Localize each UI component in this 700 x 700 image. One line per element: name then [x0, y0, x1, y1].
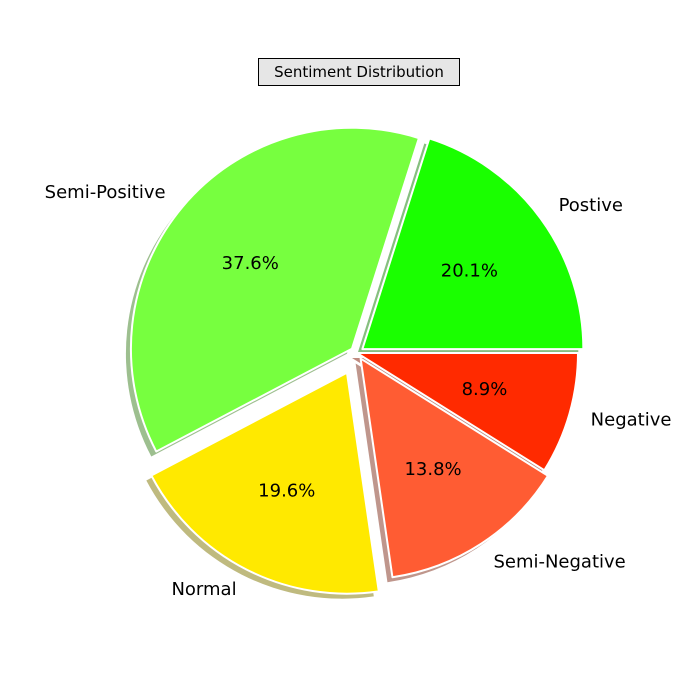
slice-postive: [361, 137, 585, 351]
slice-normal: [150, 371, 380, 595]
category-label-semi-negative: Semi-Negative: [493, 552, 625, 573]
slice-semi-positive: [129, 126, 420, 453]
chart-title: Sentiment Distribution: [258, 58, 460, 86]
category-label-semi-positive: Semi-Positive: [45, 182, 166, 203]
category-label-normal: Normal: [171, 579, 236, 600]
category-label-negative: Negative: [591, 410, 672, 431]
percent-label-postive: 20.1%: [441, 260, 498, 281]
percent-label-semi-positive: 37.6%: [222, 253, 279, 274]
category-label-postive: Postive: [559, 195, 623, 216]
percent-label-semi-negative: 13.8%: [404, 459, 461, 480]
slice-semi-negative: [359, 357, 549, 579]
pie-labels: 20.1% Postive 37.6% Semi-Positive 19.6% Norma…: [45, 182, 672, 600]
percent-label-negative: 8.9%: [462, 379, 508, 400]
slice-negative: [356, 352, 579, 472]
pie-slices: [129, 126, 585, 595]
percent-label-normal: 19.6%: [258, 480, 315, 501]
